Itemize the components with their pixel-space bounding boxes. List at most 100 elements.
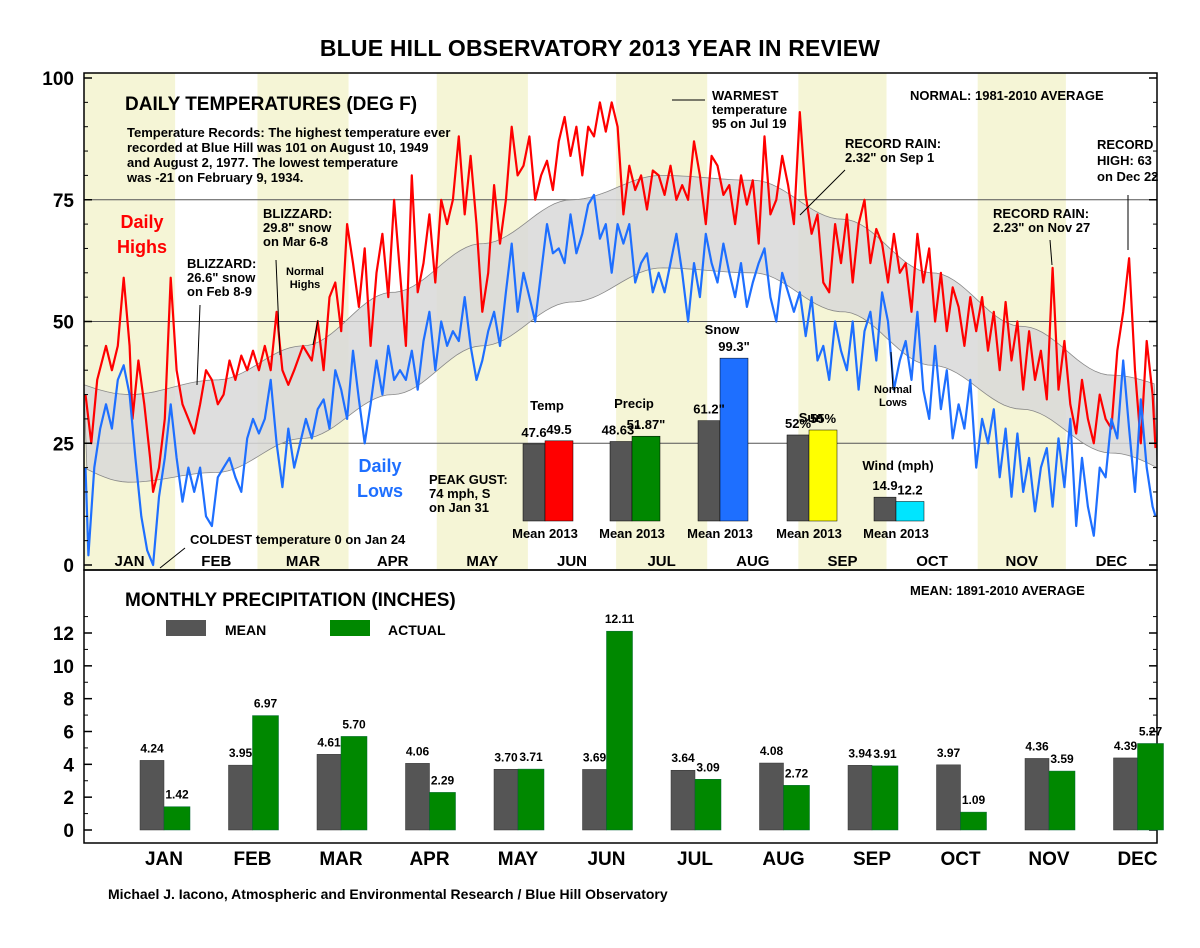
precip-value-actual-jul: 3.09 (696, 760, 720, 774)
annotation-peak-gust-line-2: 74 mph, S (429, 486, 491, 501)
summary-bar-actual-precip (631, 435, 661, 522)
precip-value-actual-nov: 3.59 (1050, 752, 1074, 766)
precip-heading: MONTHLY PRECIPITATION (INCHES) (125, 590, 456, 611)
precip-value-actual-aug: 2.72 (785, 766, 809, 780)
precip-bar-mean-sep (847, 765, 873, 831)
annotation-blizzard-mar-line-2: 29.8" snow (263, 220, 332, 235)
precip-month-label-dec: DEC (1117, 849, 1157, 870)
precip-value-actual-mar: 5.70 (342, 717, 366, 731)
temp-ytick-label-25: 25 (53, 434, 75, 455)
summary-mean-value-snow: 61.2" (693, 402, 724, 417)
summary-axis-label-precip: Mean 2013 (599, 526, 665, 541)
precip-value-mean-sep: 3.94 (848, 746, 872, 760)
annotation-warmest-line-3: 95 on Jul 19 (712, 116, 786, 131)
precip-ytick-label-2: 2 (63, 788, 74, 809)
temp-month-label-nov: NOV (1006, 553, 1039, 570)
precip-bar-mean-mar (316, 754, 342, 831)
precip-value-mean-aug: 4.08 (760, 744, 784, 758)
precip-value-actual-oct: 1.09 (962, 793, 986, 807)
precip-bar-actual-sep (871, 765, 899, 831)
summary-bar-mean-sun (786, 434, 810, 522)
precip-month-label-oct: OCT (940, 849, 981, 870)
summary-mean-value-precip: 48.63" (602, 423, 641, 438)
precip-month-label-jun: JUN (587, 849, 625, 870)
precip-bar-actual-apr (429, 792, 456, 831)
precip-bar-mean-jun (582, 769, 607, 831)
summary-bar-actual-sun (808, 429, 838, 522)
summary-actual-value-sun: 55% (810, 411, 836, 426)
summary-mean-value-temp: 47.6 (521, 425, 546, 440)
temp-ytick-label-50: 50 (53, 313, 74, 334)
annotation-record-rain-nov-line-2: 2.23" on Nov 27 (993, 220, 1090, 235)
summary-title-wind: Wind (mph) (862, 458, 933, 473)
precip-value-actual-may: 3.71 (519, 750, 543, 764)
precip-month-label-sep: SEP (853, 849, 891, 870)
temp-records-text-line-3: and August 2, 1977. The lowest temperatu… (127, 155, 398, 170)
temp-heading: DAILY TEMPERATURES (DEG F) (125, 94, 417, 115)
legend-swatch-actual (330, 620, 370, 636)
precip-month-label-aug: AUG (762, 849, 804, 870)
temp-records-text-line-2: recorded at Blue Hill was 101 on August … (127, 140, 429, 155)
annotation-blizzard-feb-line-1: BLIZZARD: (187, 256, 256, 271)
summary-bar-mean-precip (609, 441, 633, 522)
precip-value-mean-may: 3.70 (494, 750, 518, 764)
temp-month-label-jul: JUL (647, 553, 675, 570)
temp-month-label-jun: JUN (557, 553, 587, 570)
annotation-record-rain-nov-line-1: RECORD RAIN: (993, 206, 1089, 221)
annotation-record-high-dec-line-2: HIGH: 63 (1097, 153, 1152, 168)
temp-month-label-mar: MAR (286, 553, 320, 570)
temp-ytick-label-0: 0 (63, 556, 74, 577)
precip-mean-note: MEAN: 1891-2010 AVERAGE (910, 583, 1085, 598)
annotation-peak-gust-line-3: on Jan 31 (429, 500, 489, 515)
daily-lows-line (84, 193, 1157, 567)
temp-month-label-oct: OCT (916, 553, 948, 570)
temp-normal-note: NORMAL: 1981-2010 AVERAGE (910, 88, 1104, 103)
precip-value-actual-feb: 6.97 (254, 697, 278, 711)
precip-value-mean-mar: 4.61 (317, 735, 341, 749)
precip-month-label-apr: APR (409, 849, 449, 870)
annotation-record-rain-sep-line-2: 2.32" on Sep 1 (845, 150, 934, 165)
precip-bar-actual-dec (1137, 743, 1164, 831)
summary-title-precip: Precip (614, 396, 654, 411)
precip-value-mean-feb: 3.95 (229, 746, 253, 760)
precip-ytick-label-4: 4 (63, 755, 74, 776)
precip-bar-mean-aug (759, 762, 784, 831)
temp-records-text-line-1: Temperature Records: The highest tempera… (127, 125, 450, 140)
precip-bar-actual-jul (694, 779, 722, 831)
summary-mean-value-wind: 14.9 (872, 478, 897, 493)
precip-ytick-label-10: 10 (53, 657, 74, 678)
temp-month-label-jan: JAN (115, 553, 145, 570)
precip-bar-actual-mar (340, 736, 368, 831)
annotation-pointer-5 (799, 169, 846, 216)
precip-month-label-feb: FEB (234, 849, 272, 870)
normal-highs-label-line-2: Highs (290, 279, 321, 291)
precip-value-mean-apr: 4.06 (406, 744, 430, 758)
precip-value-mean-oct: 3.97 (937, 746, 961, 760)
precip-value-actual-jun: 12.11 (605, 612, 635, 626)
precip-bar-mean-apr (405, 763, 430, 831)
precip-month-label-jul: JUL (677, 849, 713, 870)
precip-month-label-may: MAY (498, 849, 539, 870)
precip-value-actual-jan: 1.42 (165, 788, 189, 802)
precip-bar-actual-may (517, 768, 545, 831)
summary-bar-mean-snow (697, 420, 721, 522)
precip-value-actual-apr: 2.29 (431, 773, 455, 787)
precip-bar-actual-aug (783, 785, 810, 831)
legend-label-actual: ACTUAL (388, 622, 446, 638)
summary-axis-label-wind: Mean 2013 (863, 526, 929, 541)
precip-value-mean-jun: 3.69 (583, 750, 607, 764)
summary-title-sun: Sun (799, 410, 824, 425)
temp-month-label-may: MAY (466, 553, 498, 570)
temp-month-label-sep: SEP (827, 553, 857, 570)
precip-ytick-label-8: 8 (63, 690, 74, 711)
daily-highs-line (84, 101, 1157, 493)
daily-highs-label-line-1: Daily (120, 212, 163, 232)
annotation-record-high-dec-line-1: RECORD (1097, 137, 1153, 152)
temp-records-text-line-4: was -21 on February 9, 1934. (126, 170, 303, 185)
legend-swatch-mean (166, 620, 206, 636)
precip-bar-actual-jan (163, 806, 191, 831)
precip-panel-frame (83, 569, 1158, 844)
annotation-pointer-2 (275, 259, 281, 356)
annotation-pointer-1 (196, 304, 201, 386)
precip-bar-actual-feb (252, 715, 279, 831)
